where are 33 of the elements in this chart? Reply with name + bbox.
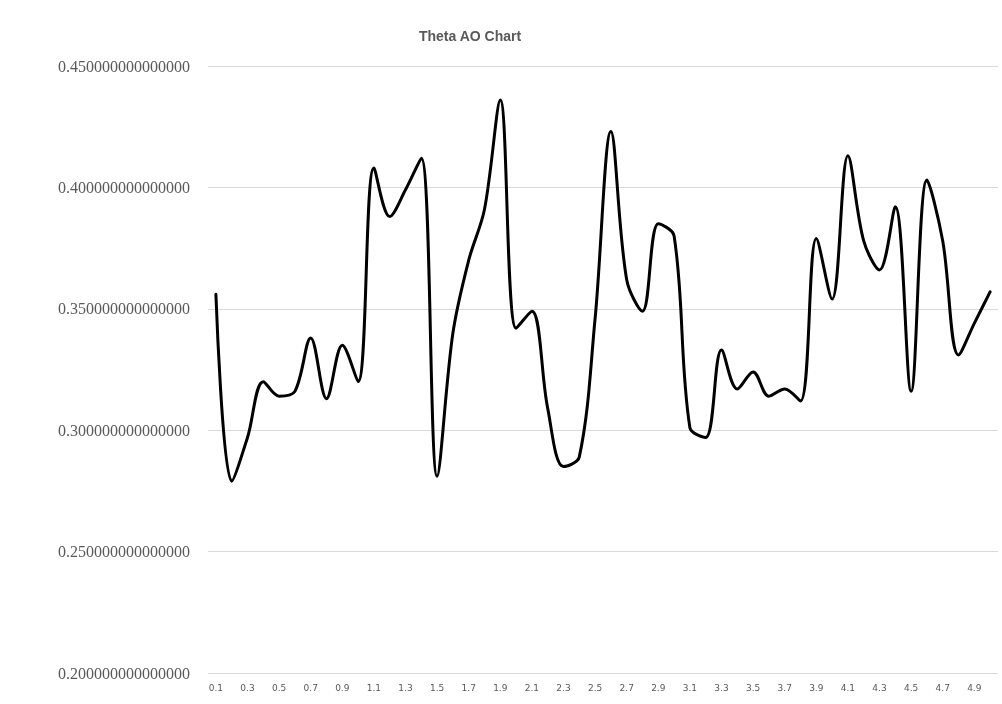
x-tick-label: 0.1 (208, 682, 224, 693)
y-tick-label: 0.200000000000000 (58, 664, 190, 682)
x-tick-label: 0.3 (240, 682, 255, 693)
x-tick-label: 3.1 (682, 682, 698, 693)
x-tick-label: 0.9 (335, 682, 350, 693)
line-series (214, 98, 992, 483)
y-tick-label: 0.400000000000000 (58, 178, 190, 196)
y-tick-label: 0.450000000000000 (58, 57, 190, 75)
x-tick-label: 0.5 (271, 682, 287, 693)
y-tick-label: 0.250000000000000 (58, 543, 190, 561)
x-tick-label: 1.1 (366, 682, 382, 693)
y-tick-label: 0.300000000000000 (58, 421, 190, 439)
x-tick-label: 1.7 (461, 682, 476, 693)
x-tick-label: 3.3 (714, 682, 729, 693)
x-tick-label: 4.5 (903, 682, 919, 693)
chart-title: Theta AO Chart (418, 28, 522, 44)
x-tick-label: 2.9 (651, 682, 666, 693)
x-tick-label: 4.3 (872, 682, 887, 693)
x-tick-label: 3.9 (809, 682, 824, 693)
x-tick-label: 2.7 (619, 682, 634, 693)
x-tick-label: 2.3 (556, 682, 571, 693)
x-tick-label: 1.9 (493, 682, 508, 693)
x-tick-label: 2.5 (587, 682, 603, 693)
x-tick-label: 4.1 (840, 682, 856, 693)
x-tick-label: 3.7 (777, 682, 792, 693)
x-tick-label: 3.5 (745, 682, 761, 693)
x-tick-label: 2.1 (524, 682, 540, 693)
x-tick-label: 0.7 (303, 682, 318, 693)
x-tick-label: 1.5 (429, 682, 445, 693)
x-tick-label: 4.7 (935, 682, 950, 693)
x-tick-label: 4.9 (967, 682, 982, 693)
y-tick-label: 0.350000000000000 (58, 300, 190, 318)
x-tick-label: 1.3 (398, 682, 413, 693)
